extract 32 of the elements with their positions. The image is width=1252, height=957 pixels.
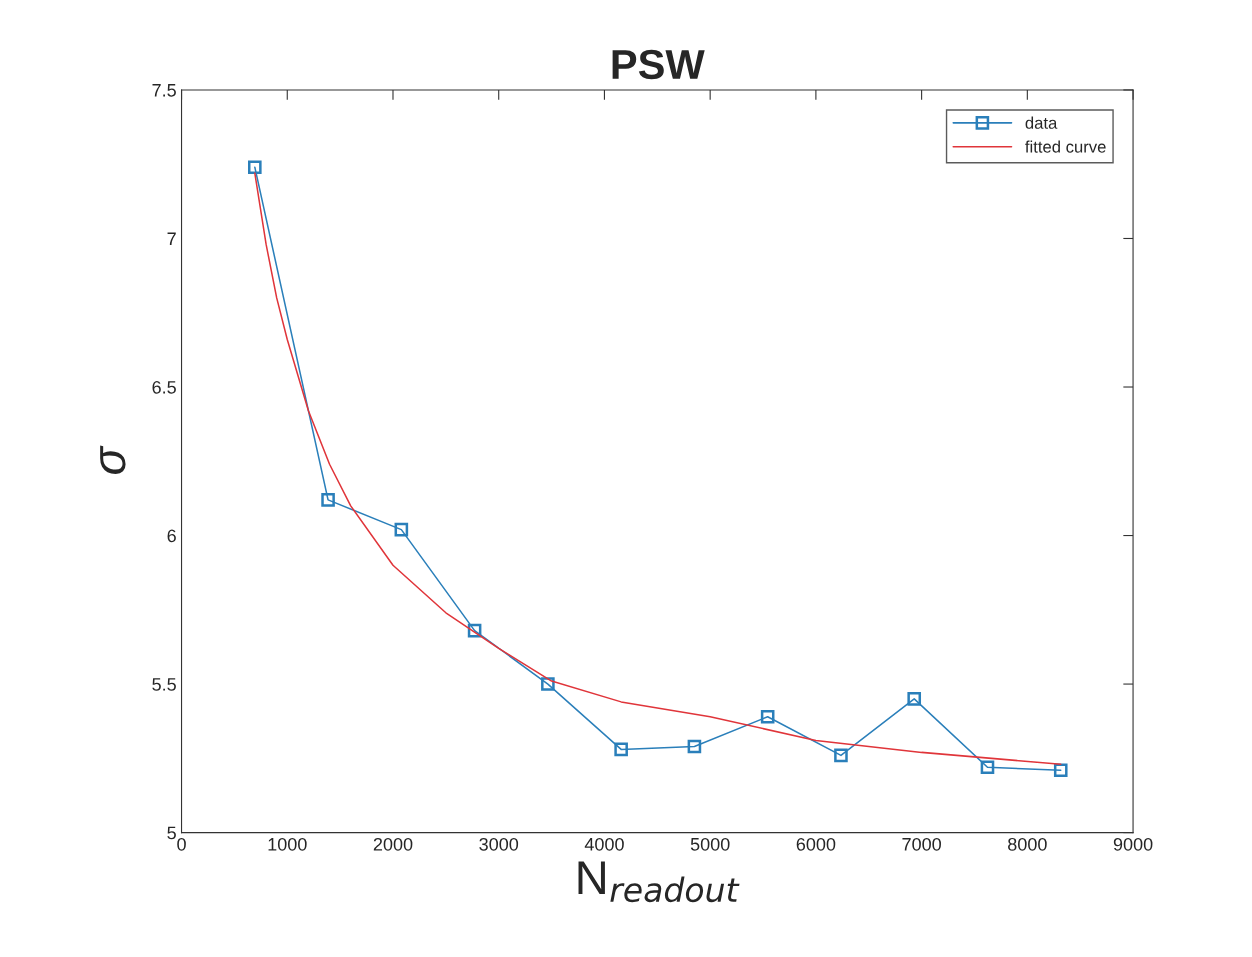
x-tick-label: 1000: [268, 837, 307, 851]
y-tick-label: 6: [167, 529, 176, 543]
y-tick-label: 7: [167, 232, 176, 246]
x-tick-label: 6000: [796, 837, 836, 851]
legend-label: fitted curve: [1025, 140, 1106, 153]
point: [248, 160, 262, 174]
point: [321, 493, 335, 507]
point: [980, 760, 995, 775]
y-tick-label: 5.5: [152, 678, 176, 691]
y-axis-title: σ: [100, 445, 126, 474]
x-tick-label: 5000: [690, 837, 730, 851]
y-tick-label: 7.5: [152, 84, 176, 97]
x-tick-label: 8000: [1008, 837, 1047, 851]
point: [687, 739, 702, 754]
y-tick-label: 6.5: [152, 380, 176, 394]
point: [467, 623, 482, 638]
x-tick-label: 0: [177, 837, 186, 851]
legend-label: data: [1025, 116, 1058, 129]
point: [907, 692, 922, 706]
point: [834, 748, 848, 763]
x-tick-label: 2000: [373, 837, 413, 851]
x-tick-label: 9000: [1113, 837, 1153, 851]
point: [394, 522, 409, 537]
x-tick-label: 3000: [479, 837, 519, 851]
point: [541, 677, 555, 691]
x-axis-title: N$_{readout}$: [578, 861, 740, 903]
point: [614, 742, 628, 757]
x-tick-label: 7000: [902, 837, 941, 851]
point: [760, 709, 775, 724]
x-tick-label: 4000: [584, 837, 624, 851]
chart-title: PSW: [612, 49, 705, 80]
y-tick-label: 5: [167, 826, 176, 840]
